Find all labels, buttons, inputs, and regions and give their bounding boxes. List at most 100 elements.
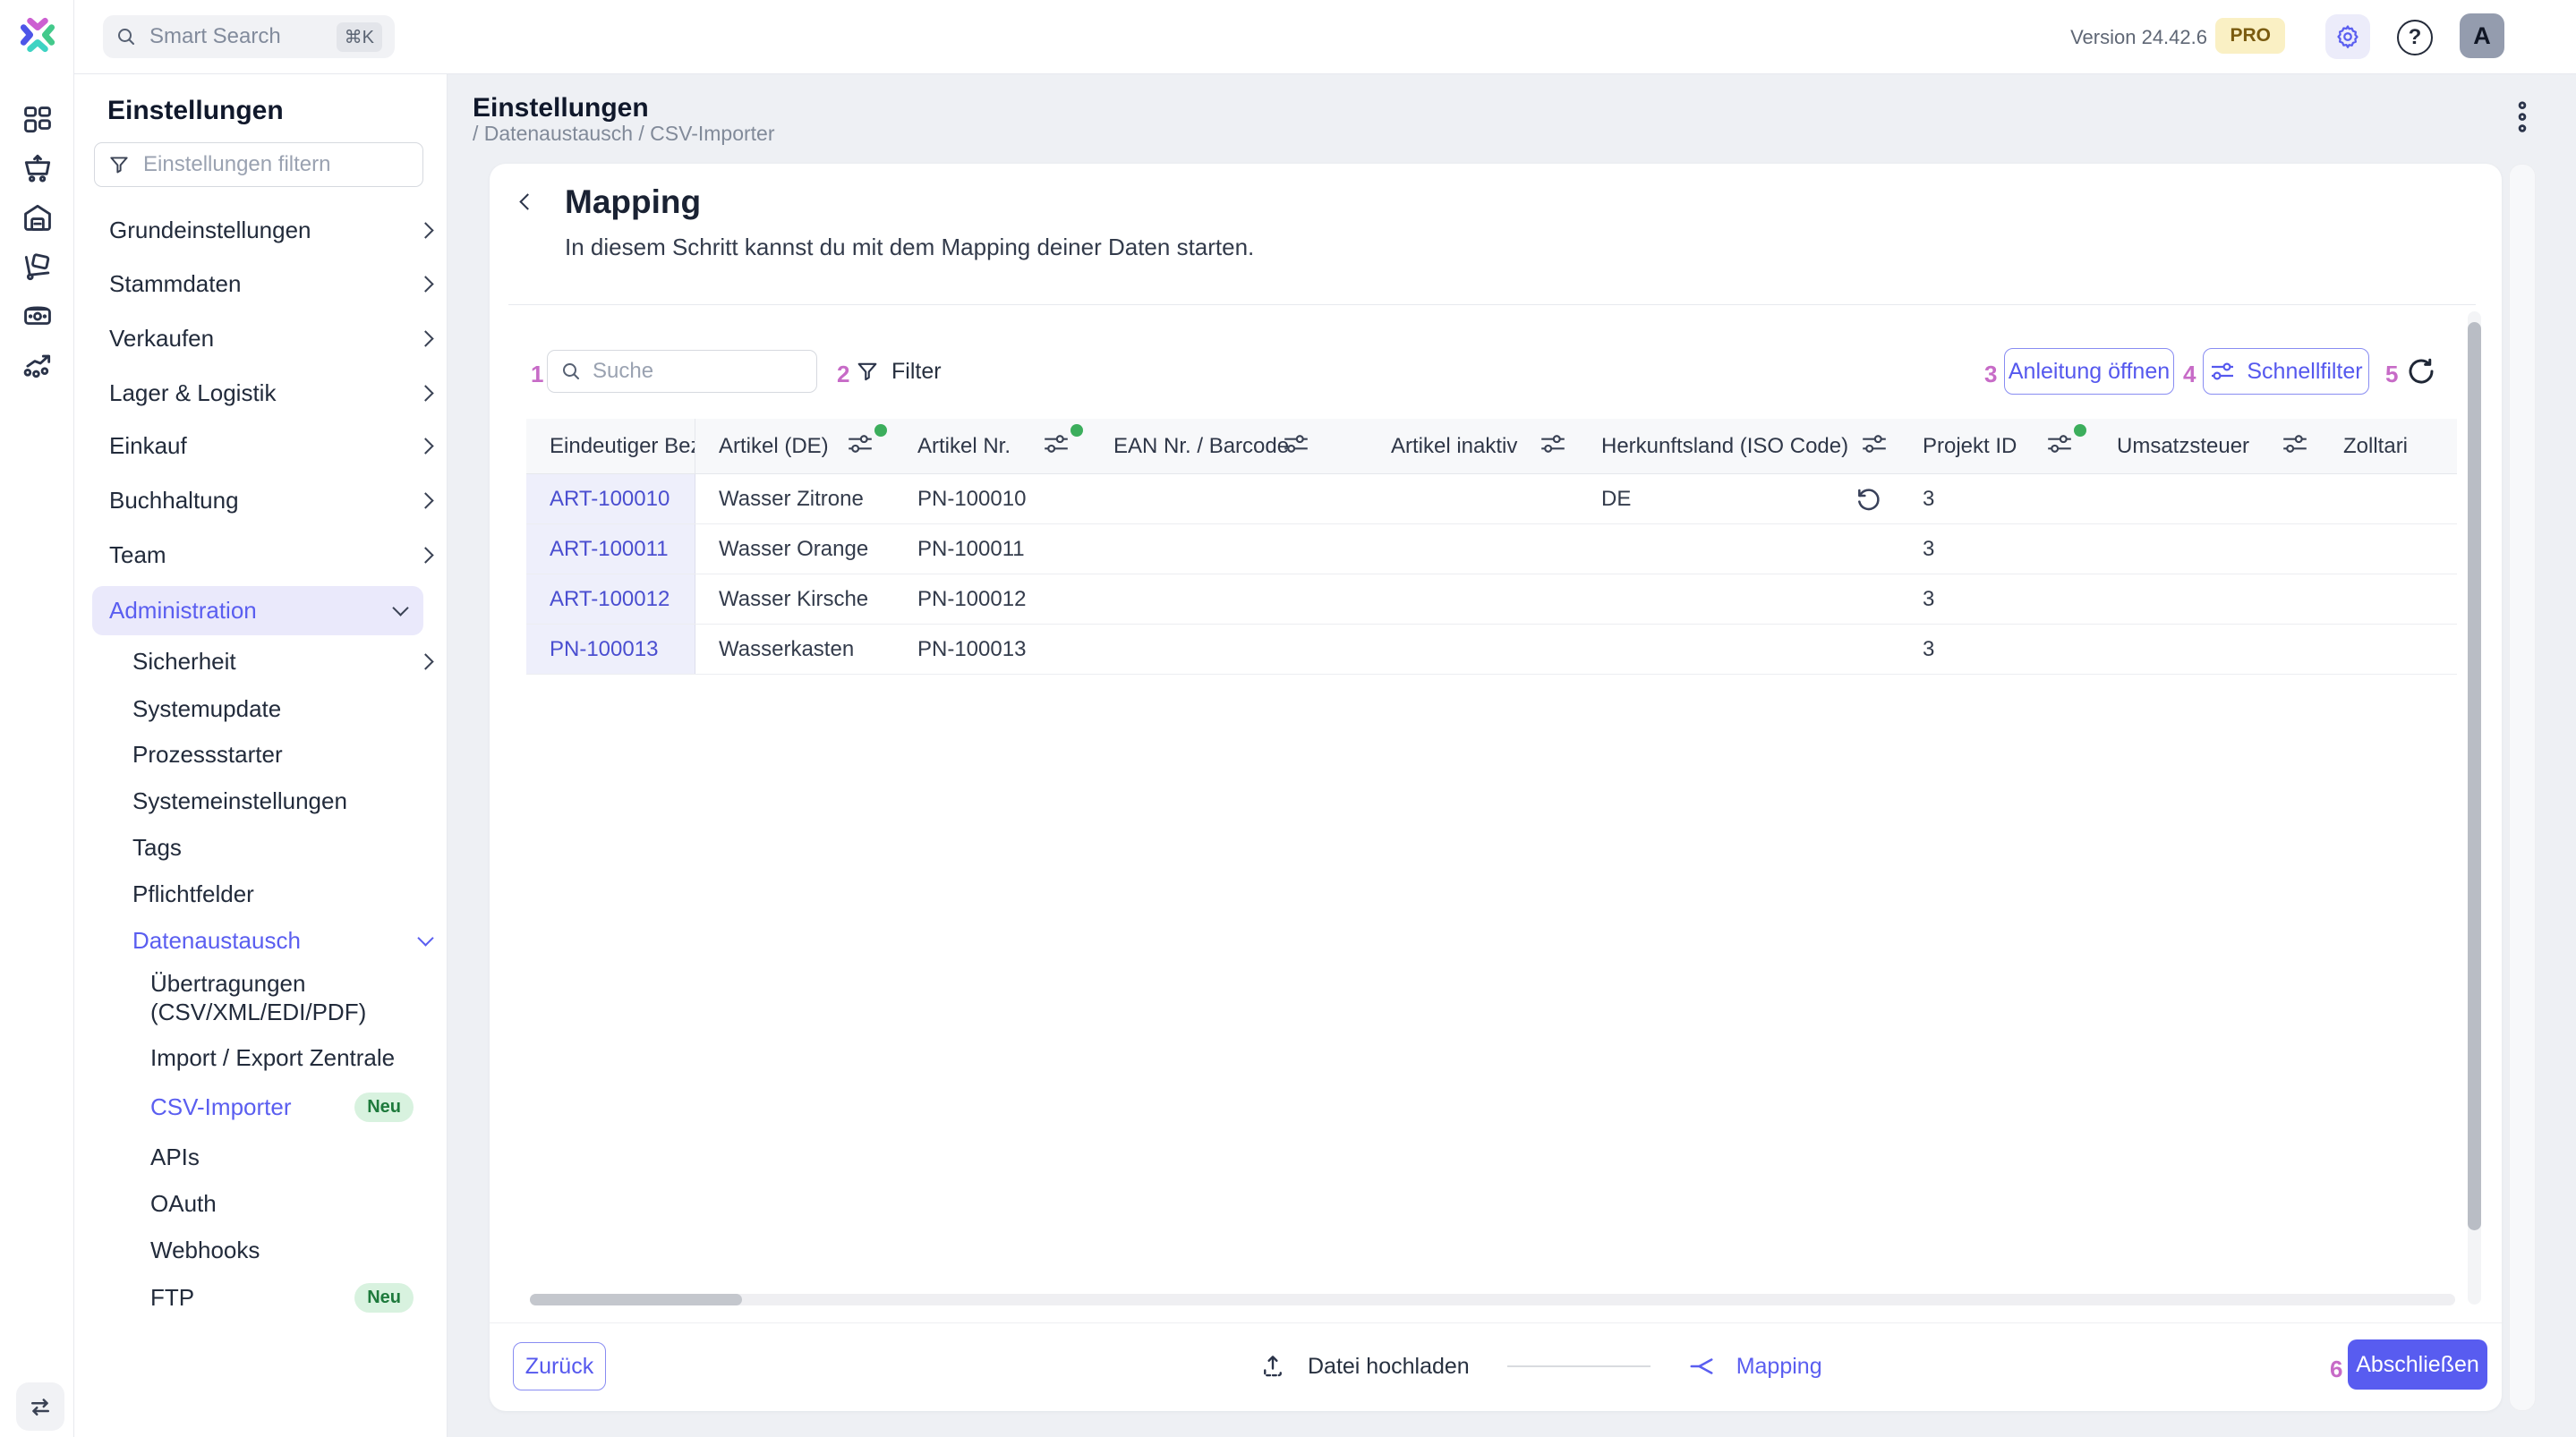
column-filter-icon[interactable]	[1282, 431, 1310, 456]
cell-bezeichner[interactable]: PN-100013	[526, 625, 695, 674]
table-search-box[interactable]	[547, 350, 817, 393]
sidebar-item-systemupdate[interactable]: Systemupdate	[132, 694, 282, 722]
cell-artikel-nr[interactable]: PN-100010	[917, 486, 1027, 511]
sidebar-item-team[interactable]: Team	[109, 530, 434, 580]
cell-inaktiv[interactable]	[1368, 474, 1578, 523]
cell-artikel-nr[interactable]: PN-100011	[917, 536, 1025, 561]
column-filter-icon[interactable]	[2045, 424, 2086, 462]
sidebar-item-apis[interactable]: APIs	[150, 1143, 200, 1170]
cell-projekt-id[interactable]: 3	[1923, 536, 1935, 561]
sidebar-filter-box[interactable]	[94, 142, 423, 187]
sidebar-item-prozessstarter[interactable]: Prozessstarter	[132, 740, 283, 768]
cell-zolltarif[interactable]	[2320, 625, 2457, 674]
cell-bezeichner[interactable]: ART-100012	[526, 574, 695, 624]
sidebar-item-tags[interactable]: Tags	[132, 833, 182, 861]
cell-projekt-id[interactable]: 3	[1923, 486, 1935, 511]
analytics-chart-icon[interactable]	[21, 346, 55, 380]
finance-banknote-icon[interactable]	[21, 298, 55, 332]
cell-herkunftsland[interactable]	[1578, 574, 1899, 624]
table-row[interactable]: PN-100013 Wasserkasten PN-100013 3	[526, 625, 2457, 675]
cell-artikel-de[interactable]: Wasser Kirsche	[719, 586, 869, 611]
cell-zolltarif[interactable]	[2320, 474, 2457, 523]
refresh-button[interactable]	[2405, 355, 2437, 387]
column-filter-icon[interactable]	[1539, 431, 1567, 456]
cell-inaktiv[interactable]	[1368, 625, 1578, 674]
sidebar-item-pflichtfelder[interactable]: Pflichtfelder	[132, 880, 254, 907]
column-filter-icon[interactable]	[1860, 431, 1889, 456]
sidebar-item-lager-logistik[interactable]: Lager & Logistik	[109, 368, 434, 418]
open-guide-button[interactable]: Anleitung öffnen	[2004, 348, 2174, 395]
avatar[interactable]: A	[2460, 13, 2504, 58]
sidebar-item-verkaufen[interactable]: Verkaufen	[109, 313, 434, 363]
back-button[interactable]	[519, 193, 549, 223]
sidebar-item-administration[interactable]: Administration	[92, 586, 423, 635]
settings-gear-button[interactable]	[2325, 14, 2370, 59]
cell-zolltarif[interactable]	[2320, 574, 2457, 624]
column-filter-icon[interactable]	[1042, 424, 1083, 462]
warehouse-icon[interactable]	[21, 200, 55, 234]
table-row[interactable]: ART-100010 Wasser Zitrone PN-100010 DE 3	[526, 474, 2457, 524]
logistics-trolley-icon[interactable]	[21, 249, 55, 283]
sidebar-item-import-export-zentrale[interactable]: Import / Export Zentrale	[150, 1043, 396, 1071]
cell-inaktiv[interactable]	[1368, 574, 1578, 624]
cell-inaktiv[interactable]	[1368, 524, 1578, 574]
cell-artikel-de[interactable]: Wasser Orange	[719, 536, 869, 561]
cell-projekt-id[interactable]: 3	[1923, 586, 1935, 611]
table-row[interactable]: ART-100012 Wasser Kirsche PN-100012 3	[526, 574, 2457, 625]
cell-artikel-nr[interactable]: PN-100013	[917, 636, 1027, 661]
sidebar-item-grundeinstellungen[interactable]: Grundeinstellungen	[109, 205, 434, 255]
step-upload-label[interactable]: Datei hochladen	[1308, 1353, 1470, 1379]
sidebar-item-buchhaltung[interactable]: Buchhaltung	[109, 475, 434, 525]
cell-herkunftsland[interactable]: DE	[1578, 474, 1899, 523]
cell-ean[interactable]	[1090, 574, 1368, 624]
step-mapping-label[interactable]: Mapping	[1736, 1353, 1822, 1379]
sidebar-item-sicherheit[interactable]: Sicherheit	[132, 638, 434, 684]
cell-bezeichner[interactable]: ART-100011	[526, 524, 695, 574]
kebab-menu-button[interactable]	[2517, 100, 2535, 140]
cell-umsatzsteuer[interactable]	[2094, 625, 2320, 674]
sidebar-item-webhooks[interactable]: Webhooks	[150, 1236, 260, 1263]
horizontal-scrollbar-thumb[interactable]	[530, 1294, 742, 1305]
horizontal-scrollbar[interactable]	[530, 1294, 2455, 1305]
sidebar-item-uebertragungen[interactable]: Übertragungen (CSV/XML/EDI/PDF)	[150, 970, 367, 1025]
cell-herkunftsland[interactable]	[1578, 524, 1899, 574]
table-row[interactable]: ART-100011 Wasser Orange PN-100011 3	[526, 524, 2457, 574]
cell-ean[interactable]	[1090, 474, 1368, 523]
cell-herkunftsland[interactable]	[1578, 625, 1899, 674]
app-logo[interactable]	[17, 14, 58, 55]
cell-projekt-id[interactable]: 3	[1923, 636, 1935, 661]
sidebar-item-einkauf[interactable]: Einkauf	[109, 421, 434, 471]
cell-bezeichner[interactable]: ART-100010	[526, 474, 695, 523]
column-filter-icon[interactable]	[846, 424, 887, 462]
undo-icon[interactable]	[1855, 485, 1883, 514]
dashboard-icon[interactable]	[21, 103, 55, 137]
cell-zolltarif[interactable]	[2320, 524, 2457, 574]
transfer-swap-button[interactable]	[16, 1382, 64, 1431]
help-button[interactable]: ?	[2397, 20, 2433, 55]
table-search-input[interactable]	[593, 359, 804, 384]
quickfilter-button[interactable]: Schnellfilter	[2203, 348, 2369, 395]
sidebar-item-datenaustausch[interactable]: Datenaustausch	[132, 917, 434, 964]
sidebar-item-stammdaten[interactable]: Stammdaten	[109, 259, 434, 309]
cell-ean[interactable]	[1090, 524, 1368, 574]
sidebar-item-systemeinstellungen[interactable]: Systemeinstellungen	[132, 787, 347, 814]
cell-umsatzsteuer[interactable]	[2094, 574, 2320, 624]
filter-button[interactable]: Filter	[855, 355, 942, 387]
sell-cart-icon[interactable]	[21, 151, 55, 185]
sidebar-item-csv-importer[interactable]: CSV-Importer Neu	[150, 1084, 431, 1130]
cell-artikel-nr[interactable]: PN-100012	[917, 586, 1027, 611]
smart-search[interactable]: Smart Search ⌘K	[103, 15, 395, 58]
back-step-button[interactable]: Zurück	[513, 1342, 606, 1390]
vertical-scrollbar[interactable]	[2468, 311, 2481, 1305]
finish-button[interactable]: Abschließen	[2348, 1339, 2487, 1390]
vertical-scrollbar-thumb[interactable]	[2468, 322, 2481, 1230]
sidebar-item-ftp[interactable]: FTP Neu	[150, 1274, 431, 1321]
column-filter-icon[interactable]	[2281, 431, 2309, 456]
cell-ean[interactable]	[1090, 625, 1368, 674]
sidebar-filter-input[interactable]	[143, 152, 410, 177]
cell-umsatzsteuer[interactable]	[2094, 474, 2320, 523]
cell-umsatzsteuer[interactable]	[2094, 524, 2320, 574]
cell-artikel-de[interactable]: Wasserkasten	[719, 636, 855, 661]
cell-artikel-de[interactable]: Wasser Zitrone	[719, 486, 864, 511]
sidebar-item-oauth[interactable]: OAuth	[150, 1189, 217, 1217]
